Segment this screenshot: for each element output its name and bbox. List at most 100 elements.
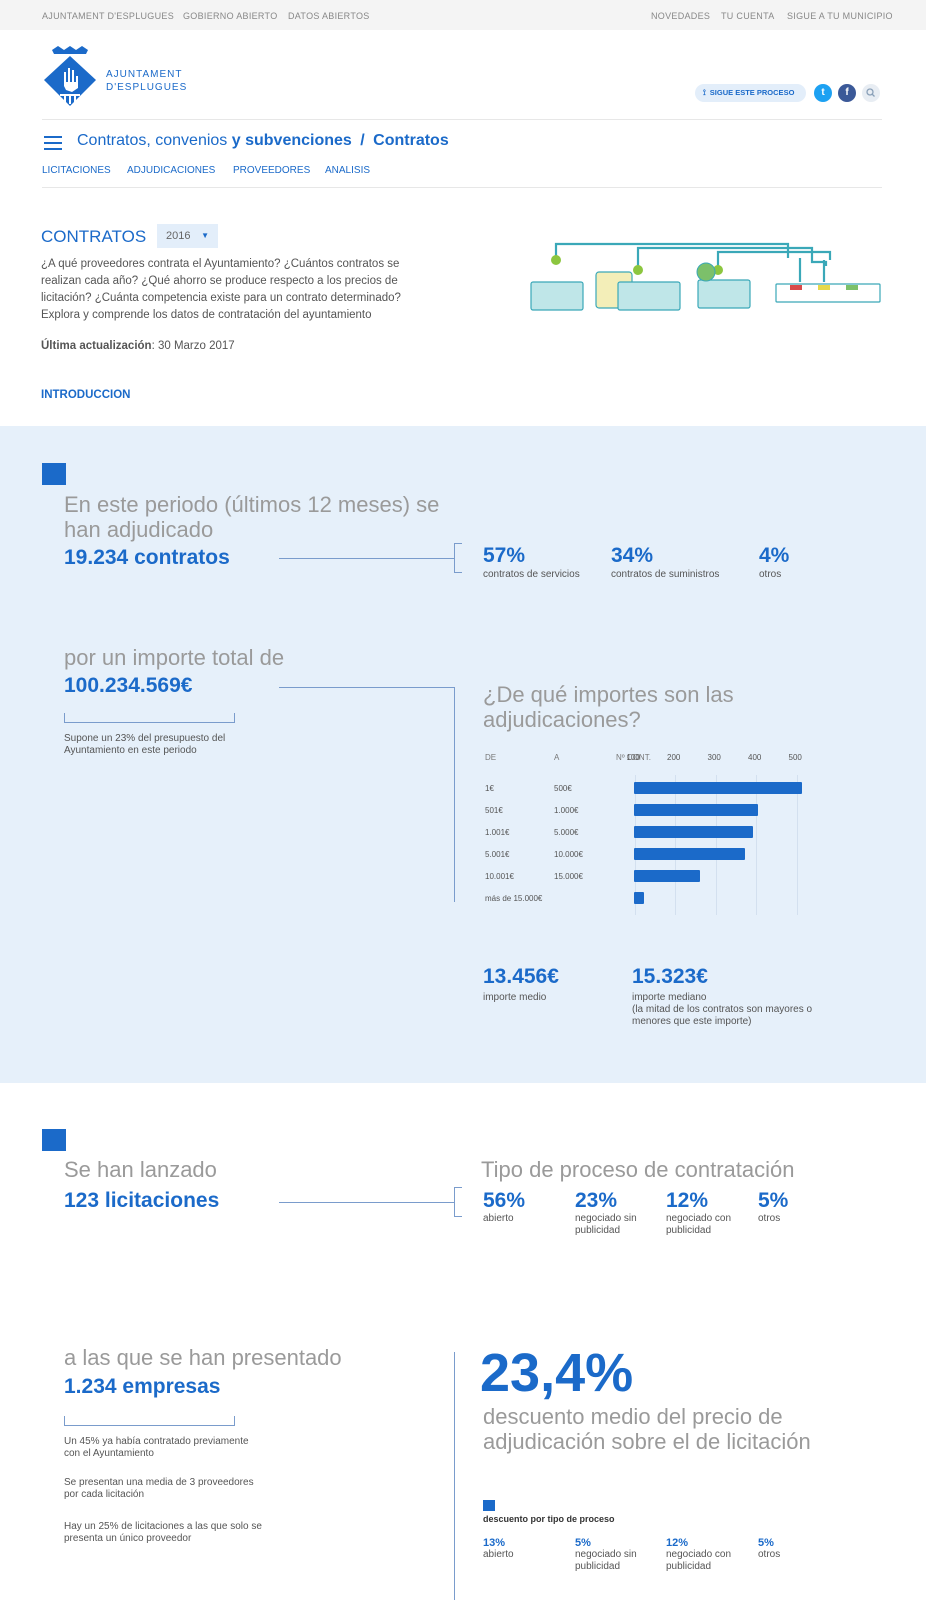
adjudicados-count: 19.234 contratos — [64, 546, 230, 569]
descuento-label: negociado con publicidad — [666, 1549, 732, 1572]
facebook-icon[interactable]: f — [838, 84, 856, 102]
descuento-pct: 12% — [666, 1537, 689, 1549]
follow-process-label: SIGUE ESTE PROCESO — [709, 88, 795, 97]
year-select-value: 2016 — [166, 230, 191, 242]
importes-title: ¿De qué importes son las adjudicaciones? — [483, 682, 734, 732]
row-from-label: 1.001€ — [485, 828, 510, 837]
tick-label: 400 — [748, 753, 762, 762]
descuento-pct: 5% — [758, 1537, 774, 1549]
row-to-label: 5.000€ — [554, 828, 579, 837]
tipo-label: otros — [758, 1213, 781, 1224]
logo-shield-icon — [44, 46, 96, 106]
descuento-marker-icon — [483, 1500, 495, 1511]
importe-mediano: 15.323€ importe mediano (la mitad de los… — [632, 965, 832, 1028]
gridline — [634, 775, 636, 915]
subnav-adjudicaciones[interactable]: ADJUDICACIONES — [127, 165, 216, 176]
adjudicaciones-section — [0, 426, 926, 1083]
tipo-pct: 56% — [483, 1189, 526, 1212]
empresas-note: Hay un 25% de licitaciones a las que sol… — [64, 1521, 262, 1544]
descuento-label: abierto — [483, 1549, 514, 1560]
tipo-stat: 12% negociado con publicidad — [666, 1189, 746, 1237]
descuento-stat: 13% abierto — [483, 1537, 563, 1561]
tick-label: 300 — [707, 753, 721, 762]
row-from-label: 10.001€ — [485, 872, 514, 881]
bar — [634, 782, 802, 794]
tipo-stat: 23% negociado sin publicidad — [575, 1189, 655, 1237]
type-stat: 4% otros — [759, 544, 789, 581]
descuento-text: descuento medio del precio de adjudicaci… — [483, 1404, 811, 1454]
subnav-licitaciones[interactable]: LICITACIONES — [42, 165, 111, 176]
subnav-divider — [42, 187, 882, 188]
section-marker-icon — [42, 1129, 66, 1151]
intro-link[interactable]: INTRODUCCION — [41, 389, 131, 401]
tick-label: 200 — [667, 753, 681, 762]
total-amount: 100.234.569€ — [64, 674, 193, 697]
twitter-icon[interactable]: t — [814, 84, 832, 102]
importe-mediano-note: (la mitad de los contratos son mayores o… — [632, 1004, 813, 1027]
descuento-stat: 5% otros — [758, 1537, 838, 1561]
descuento-label: otros — [758, 1549, 781, 1560]
top-link-sigue-municipio[interactable]: SIGUE A TU MUNICIPIO — [787, 11, 893, 21]
tipo-stat: 56% abierto — [483, 1189, 563, 1225]
empresas-underline — [64, 1416, 235, 1426]
tipo-label: abierto — [483, 1213, 514, 1224]
row-to-label: 15.000€ — [554, 872, 583, 881]
empresas-lead: a las que se han presentado — [64, 1345, 342, 1370]
gridline — [675, 775, 676, 915]
row-to-label: 500€ — [554, 784, 572, 793]
top-link-tu-cuenta[interactable]: TU CUENTA — [721, 11, 775, 21]
tipo-pct: 23% — [575, 1189, 618, 1212]
row-to-label: 1.000€ — [554, 806, 579, 815]
top-bar: AJUNTAMENT D'ESPLUGUES GOBIERNO ABIERTO … — [0, 0, 926, 30]
logo[interactable] — [42, 44, 98, 113]
empresas-note: Se presentan una media de 3 proveedores … — [64, 1477, 254, 1500]
descuento-stat: 5% negociado sin publicidad — [575, 1537, 655, 1573]
last-update-value: : 30 Marzo 2017 — [151, 340, 235, 352]
connector-line — [279, 558, 455, 559]
type-label: contratos de servicios — [483, 569, 580, 580]
subnav-analisis[interactable]: ANALISIS — [325, 165, 371, 176]
header-divider — [42, 119, 882, 120]
descuento-label: negociado sin publicidad — [575, 1549, 637, 1572]
tipo-pct: 12% — [666, 1189, 709, 1212]
top-link-ajuntament[interactable]: AJUNTAMENT D'ESPLUGUES — [42, 11, 175, 21]
section-marker-icon — [42, 463, 66, 485]
intro-description: ¿A qué proveedores contrata el Ayuntamie… — [41, 258, 401, 321]
connector-line-vertical — [454, 1352, 455, 1600]
breadcrumb-part-1[interactable]: Contratos, convenios — [77, 132, 228, 149]
last-update-label: Última actualización — [41, 340, 152, 352]
importe-medio-value: 13.456€ — [483, 965, 559, 988]
bar — [634, 848, 746, 860]
type-pct: 34% — [611, 544, 654, 567]
gridline — [796, 775, 798, 915]
top-link-datos-abiertos[interactable]: DATOS ABIERTOS — [288, 11, 370, 21]
connector-line-vertical — [454, 687, 455, 902]
search-icon[interactable] — [862, 84, 880, 102]
bar — [634, 826, 753, 838]
breadcrumb-separator: / — [360, 132, 365, 149]
type-stat: 57% contratos de servicios — [483, 544, 580, 581]
subnav-proveedores[interactable]: PROVEEDORES — [233, 165, 311, 176]
bracket — [454, 543, 462, 573]
breadcrumb-part-2[interactable]: y subvenciones — [231, 132, 352, 149]
col-de: DE — [485, 753, 497, 762]
descuento-tipo-title: descuento por tipo de proceso — [483, 1514, 615, 1524]
breadcrumb-current[interactable]: Contratos — [373, 132, 449, 149]
top-link-novedades[interactable]: NOVEDADES — [651, 11, 711, 21]
gridline — [756, 775, 757, 915]
top-link-gobierno-abierto[interactable]: GOBIERNO ABIERTO — [183, 11, 278, 21]
rss-icon: ⟟ — [703, 88, 706, 97]
descuento-pct: 13% — [483, 1537, 506, 1549]
tick-label: 500 — [788, 753, 802, 762]
menu-icon[interactable] — [44, 136, 62, 150]
tick-label: 100 — [626, 753, 640, 762]
licitaciones-count: 123 licitaciones — [64, 1189, 220, 1212]
follow-process-button[interactable]: ⟟ SIGUE ESTE PROCESO — [695, 84, 806, 102]
gridline — [715, 775, 717, 915]
bar — [634, 870, 700, 882]
descuento-pct: 5% — [575, 1537, 591, 1549]
importe-mediano-value: 15.323€ — [632, 965, 708, 988]
total-lead: por un importe total de — [64, 645, 285, 670]
year-select[interactable]: 2016 ▼ — [157, 224, 218, 248]
bar — [634, 892, 644, 904]
